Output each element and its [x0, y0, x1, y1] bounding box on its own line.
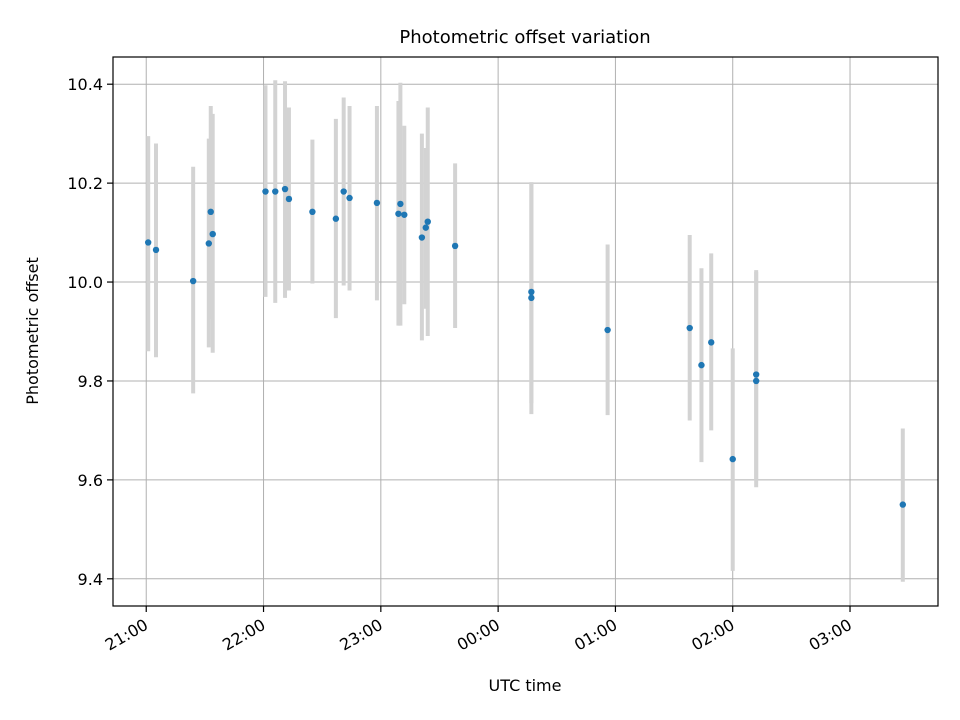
- y-tick-label: 9.6: [78, 471, 103, 490]
- y-tick-label: 9.4: [78, 570, 103, 589]
- data-point: [373, 199, 381, 207]
- data-point: [686, 324, 693, 332]
- data-point: [144, 239, 152, 246]
- data-point: [422, 224, 429, 231]
- y-axis-ticks: 9.4 9.6 9.8 10.0 10.2 10.4: [67, 75, 113, 589]
- x-axis-label: UTC time: [489, 676, 562, 695]
- data-point: [752, 377, 760, 385]
- data-point: [418, 234, 426, 241]
- data-point: [899, 501, 907, 508]
- data-point: [340, 188, 347, 195]
- data-point: [309, 208, 316, 216]
- data-point: [424, 218, 431, 225]
- x-tick-label: 00:00: [454, 615, 503, 655]
- y-tick-label: 10.0: [67, 273, 103, 292]
- plot-area-frame: [112, 56, 939, 607]
- data-point: [272, 188, 279, 195]
- data-point: [528, 288, 535, 296]
- data-point: [205, 240, 212, 247]
- data-point: [708, 339, 715, 346]
- data-point: [281, 185, 289, 193]
- data-point: [285, 195, 293, 203]
- data-point: [262, 188, 269, 195]
- data-point: [207, 208, 214, 216]
- data-point: [189, 277, 197, 285]
- x-tick-label: 22:00: [219, 615, 268, 655]
- data-point: [152, 246, 160, 254]
- x-tick-label: 02:00: [688, 615, 737, 655]
- data-point: [604, 326, 611, 334]
- x-tick-label: 23:00: [336, 615, 385, 655]
- data-point: [752, 371, 760, 378]
- y-axis-label: Photometric offset: [23, 257, 42, 405]
- data-point: [729, 455, 736, 463]
- data-point: [397, 200, 404, 208]
- y-tick-label: 9.8: [78, 372, 103, 391]
- x-tick-label: 03:00: [806, 615, 855, 655]
- data-point: [346, 194, 353, 202]
- data-point: [451, 242, 459, 250]
- y-tick-label: 10.2: [67, 174, 103, 193]
- x-axis-ticks: 21:00 22:00 23:00 00:00 01:00 02:00 03:00: [102, 606, 855, 655]
- x-tick-label: 21:00: [102, 615, 151, 655]
- data-points: [144, 185, 907, 508]
- chart-title: Photometric offset variation: [399, 27, 650, 48]
- data-point: [698, 361, 705, 369]
- grid-lines: [113, 57, 938, 606]
- error-bars: [146, 80, 905, 582]
- data-point: [401, 211, 408, 218]
- data-point: [209, 230, 216, 238]
- data-point: [332, 215, 340, 222]
- y-tick-label: 10.4: [67, 75, 103, 94]
- data-point: [395, 210, 402, 217]
- data-point: [528, 294, 535, 302]
- x-tick-label: 01:00: [571, 615, 620, 655]
